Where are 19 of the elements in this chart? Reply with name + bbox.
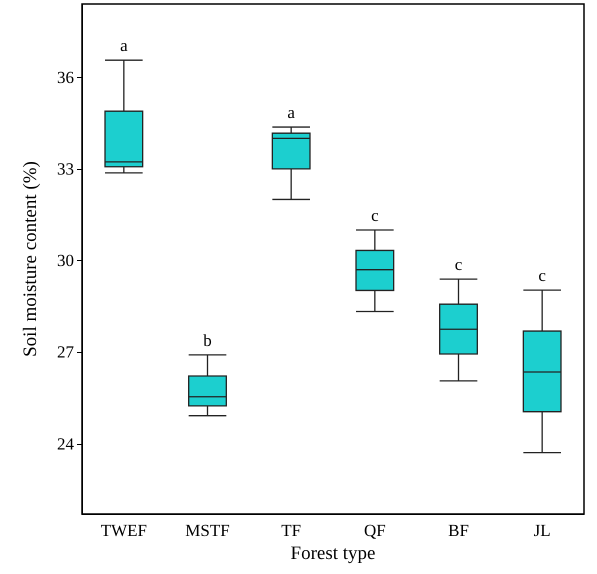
annotation: a xyxy=(120,36,128,56)
y-tick-label: 27 xyxy=(57,342,74,362)
x-axis-title: Forest type xyxy=(290,542,376,564)
x-tick-label: MSTF xyxy=(185,521,230,540)
annotation: c xyxy=(538,266,546,286)
x-tick-label: JL xyxy=(534,521,551,540)
annotation: b xyxy=(203,330,212,350)
annotation: a xyxy=(287,103,296,122)
y-tick-label: 33 xyxy=(57,159,74,178)
x-tick-label: TF xyxy=(281,521,302,540)
annotation: c xyxy=(454,255,463,274)
x-tick-label: TWEF xyxy=(100,521,147,540)
x-tick-label: BF xyxy=(448,521,469,540)
y-tick-label: 24 xyxy=(57,434,74,454)
y-tick-label: 36 xyxy=(57,68,74,87)
annotation: c xyxy=(371,206,380,225)
y-tick-label: 30 xyxy=(57,251,74,270)
x-tick-label: QF xyxy=(364,521,386,540)
y-axis-title: Soil moisture content (%) xyxy=(20,161,41,357)
